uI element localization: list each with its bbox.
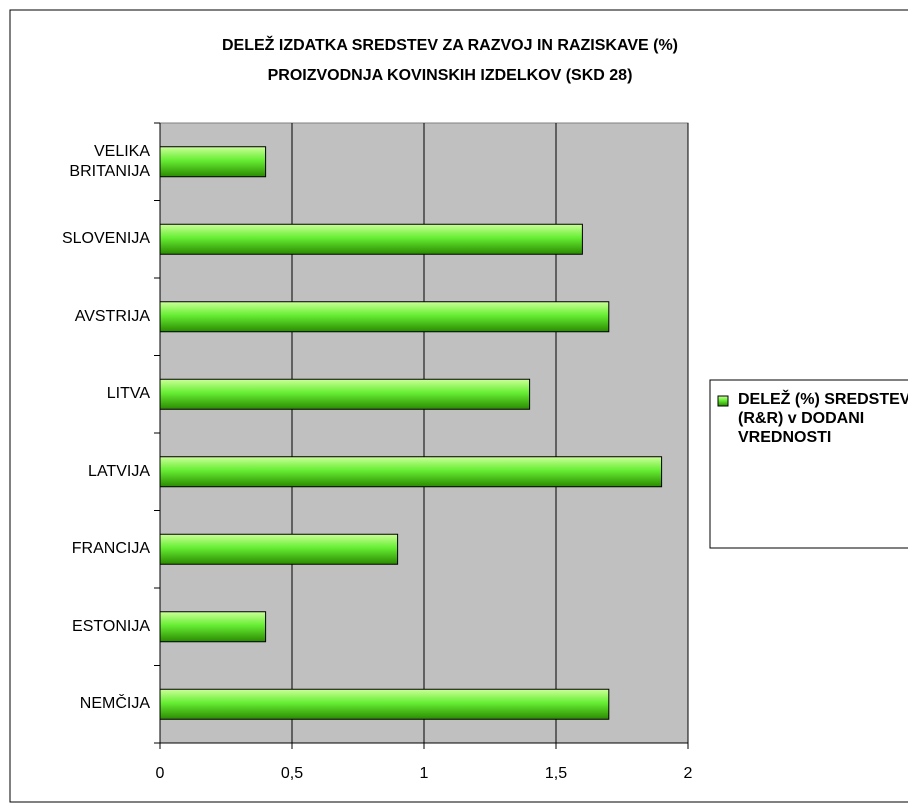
legend-box	[709, 379, 908, 549]
bar	[159, 301, 610, 333]
y-tick-label: NEMČIJA	[79, 695, 150, 713]
y-tick-label: AVSTRIJA	[74, 307, 150, 325]
bar	[159, 688, 610, 720]
bar	[159, 146, 267, 178]
x-tick-label: 0	[156, 765, 165, 782]
legend-swatch	[717, 395, 729, 407]
x-tick-label: 1,5	[545, 765, 567, 782]
y-tick-label: VELIKA BRITANIJA	[69, 142, 150, 180]
x-tick-label: 0,5	[281, 765, 303, 782]
bar	[159, 456, 663, 488]
bar	[159, 378, 531, 410]
y-tick-label: LATVIJA	[88, 462, 150, 480]
bar	[159, 611, 267, 643]
bar	[159, 533, 399, 565]
x-tick-label: 2	[684, 765, 693, 782]
x-tick-label: 1	[420, 765, 429, 782]
y-tick-label: ESTONIJA	[72, 617, 150, 635]
y-tick-label: FRANCIJA	[71, 540, 150, 558]
y-tick-label: SLOVENIJA	[61, 230, 150, 248]
chart-title: DELEŽ IZDATKA SREDSTEV ZA RAZVOJ IN RAZI…	[222, 35, 678, 54]
legend-label: DELEŽ (%) SREDSTEV (R&R) v DODANI VREDNO…	[738, 391, 908, 446]
chart-title: PROIZVODNJA KOVINSKIH IZDELKOV (SKD 28)	[268, 67, 633, 84]
bar	[159, 223, 583, 255]
y-tick-label: LITVA	[106, 385, 150, 403]
